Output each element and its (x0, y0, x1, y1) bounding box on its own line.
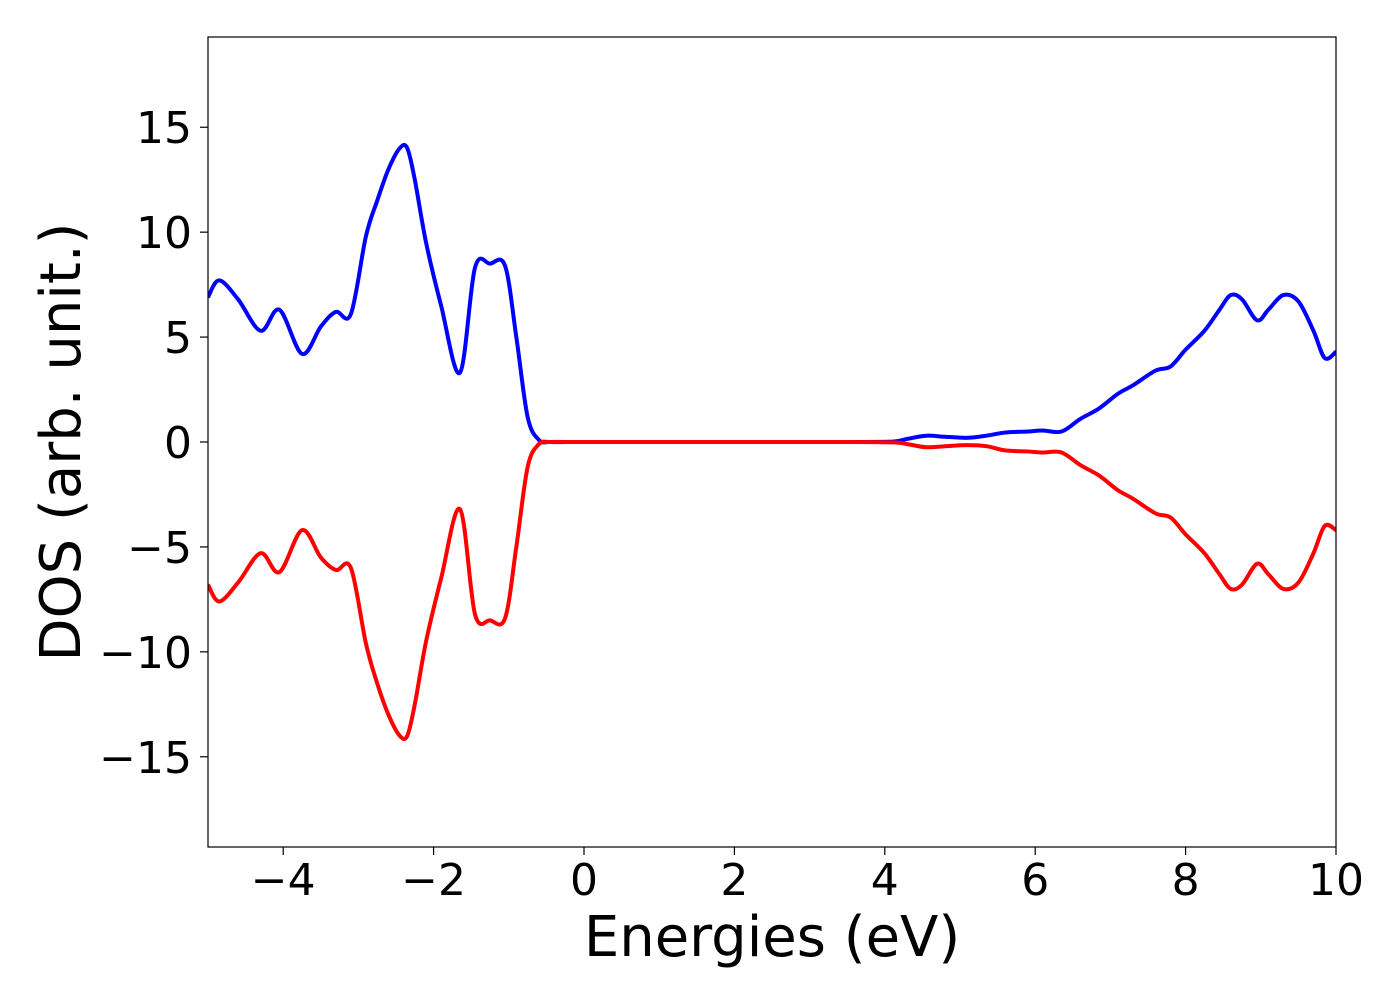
series-layer (208, 142, 1336, 742)
x-tick-label: 8 (1172, 855, 1200, 906)
x-tick-label: 6 (1021, 855, 1049, 906)
x-tick-label: 0 (570, 855, 598, 906)
x-tick-label: 4 (871, 855, 899, 906)
y-tick-label: −15 (99, 733, 192, 784)
x-tick-label: 2 (720, 855, 748, 906)
y-tick-label: 0 (164, 418, 192, 469)
y-tick-label: −10 (99, 628, 192, 679)
x-tick-label: −4 (251, 855, 316, 906)
y-axis-ticks: −15 −10 −5 0 5 10 15 (99, 103, 208, 784)
x-tick-label: −2 (401, 855, 466, 906)
x-tick-label: 10 (1308, 855, 1364, 906)
x-axis-label: Energies (eV) (584, 905, 960, 970)
y-tick-label: −5 (127, 523, 192, 574)
series-line-1 (208, 439, 1336, 742)
series-line-0 (208, 142, 1336, 445)
y-tick-label: 15 (136, 103, 192, 154)
y-tick-label: 10 (136, 208, 192, 259)
y-tick-label: 5 (164, 313, 192, 364)
x-axis-ticks: −4 −2 0 2 4 6 8 10 (251, 847, 1364, 906)
y-axis-label: DOS (arb. unit.) (29, 222, 94, 661)
